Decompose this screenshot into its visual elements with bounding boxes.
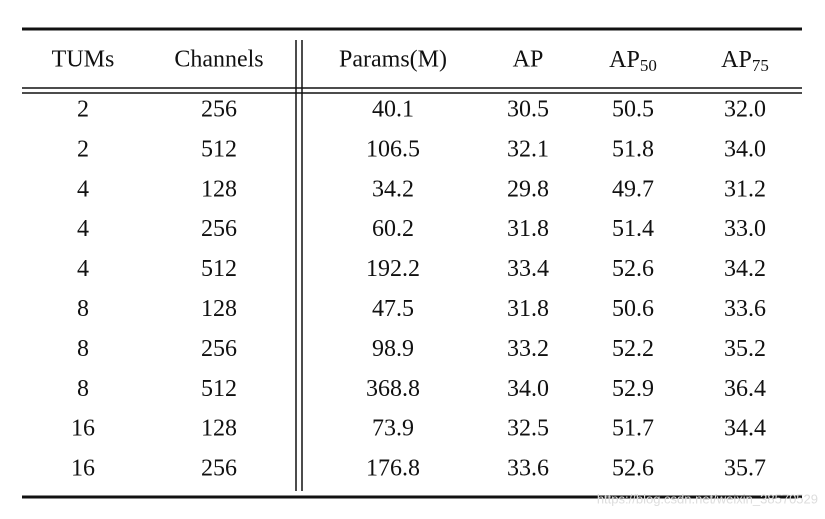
cell: 176.8: [366, 456, 420, 482]
cell: 192.2: [366, 256, 420, 282]
cell: 128: [201, 296, 237, 322]
cell: 51.7: [612, 416, 654, 442]
cell: 34.0: [507, 376, 549, 402]
header-text: AP: [721, 47, 752, 73]
cell: 8: [77, 296, 89, 322]
cell: 256: [201, 216, 237, 242]
cell: 60.2: [372, 216, 414, 242]
cell: 51.4: [612, 216, 654, 242]
cell: 32.0: [724, 97, 766, 123]
cell: 4: [77, 216, 89, 242]
cell: 34.2: [724, 256, 766, 282]
cell: 50.6: [612, 296, 654, 322]
cell: 50.5: [612, 97, 654, 123]
cell: 16: [71, 416, 95, 442]
cell: 128: [201, 416, 237, 442]
watermark: https://blog.csdn.net/weixin_38570529: [597, 491, 818, 506]
cell: 34.4: [724, 416, 766, 442]
cell: 256: [201, 336, 237, 362]
header-cell: AP: [513, 47, 544, 73]
cell: 33.0: [724, 216, 766, 242]
cell: 128: [201, 176, 237, 202]
cell: 4: [77, 176, 89, 202]
cell: 51.8: [612, 136, 654, 162]
cell: 52.6: [612, 256, 654, 282]
cell: 30.5: [507, 97, 549, 123]
cell: 33.4: [507, 256, 549, 282]
cell: 52.2: [612, 336, 654, 362]
cell: 49.7: [612, 176, 654, 202]
cell: 368.8: [366, 376, 420, 402]
cell: 31.8: [507, 216, 549, 242]
header-text: AP: [609, 47, 640, 73]
cell: 36.4: [724, 376, 766, 402]
cell: 33.2: [507, 336, 549, 362]
cell: 2: [77, 136, 89, 162]
cell: 40.1: [372, 97, 414, 123]
cell: 52.6: [612, 456, 654, 482]
cell: 512: [201, 136, 237, 162]
cell: 29.8: [507, 176, 549, 202]
cell: 256: [201, 456, 237, 482]
cell: 31.2: [724, 176, 766, 202]
cell: 8: [77, 376, 89, 402]
header-cell: AP50: [609, 47, 657, 75]
cell: 512: [201, 256, 237, 282]
cell: 34.0: [724, 136, 766, 162]
cell: 2: [77, 97, 89, 123]
cell: 35.2: [724, 336, 766, 362]
cell: 52.9: [612, 376, 654, 402]
cell: 35.7: [724, 456, 766, 482]
cell: 8: [77, 336, 89, 362]
header-subscript: 50: [640, 56, 657, 75]
cell: 106.5: [366, 136, 420, 162]
cell: 33.6: [724, 296, 766, 322]
cell: 73.9: [372, 416, 414, 442]
header-cell: Params(M): [339, 47, 447, 73]
header-cell: TUMs: [52, 47, 115, 73]
header-cell: Channels: [174, 47, 263, 73]
header-cell: AP75: [721, 47, 769, 75]
cell: 98.9: [372, 336, 414, 362]
cell: 47.5: [372, 296, 414, 322]
header-subscript: 75: [752, 56, 769, 75]
cell: 512: [201, 376, 237, 402]
cell: 34.2: [372, 176, 414, 202]
cell: 33.6: [507, 456, 549, 482]
cell: 32.5: [507, 416, 549, 442]
cell: 256: [201, 97, 237, 123]
cell: 16: [71, 456, 95, 482]
cell: 32.1: [507, 136, 549, 162]
cell: 4: [77, 256, 89, 282]
cell: 31.8: [507, 296, 549, 322]
